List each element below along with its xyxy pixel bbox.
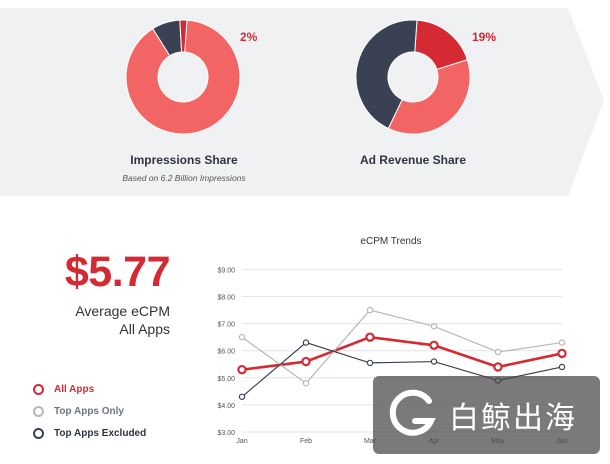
data-point-top-apps-excluded xyxy=(366,359,374,367)
impressions-slice-all-apps xyxy=(125,19,241,135)
data-point-all-apps xyxy=(237,364,247,375)
data-point-top-apps-only xyxy=(558,339,566,346)
legend-label-top-apps-excluded: Top Apps Excluded xyxy=(54,427,147,439)
data-point-top-apps-only xyxy=(302,380,310,387)
ad-revenue-donut-chart xyxy=(355,19,471,135)
all-apps-label: All Apps xyxy=(119,321,170,337)
legend-marker-top-apps-excluded xyxy=(33,427,44,439)
impressions-slice-top-apps-only xyxy=(179,19,188,53)
x-tick-label: Mar xyxy=(364,438,377,445)
data-point-top-apps-excluded xyxy=(558,363,566,371)
legend-label-top-apps-only: Top Apps Only xyxy=(54,405,124,417)
ad-revenue-slice-all-apps xyxy=(387,59,471,135)
data-point-top-apps-only xyxy=(238,333,246,341)
data-point-top-apps-excluded xyxy=(238,393,246,400)
data-point-top-apps-excluded xyxy=(430,358,438,365)
chart-legend: All Apps Top Apps Only Top Apps Excluded xyxy=(33,378,146,444)
y-tick-label: $9.00 xyxy=(217,267,235,274)
data-point-top-apps-only xyxy=(366,306,374,314)
ad-revenue-title: Ad Revenue Share xyxy=(359,153,467,167)
data-point-all-apps xyxy=(493,362,503,372)
legend-item-all-apps: All Apps xyxy=(33,378,146,400)
x-tick-label: Feb xyxy=(300,438,312,445)
y-tick-label: $8.00 xyxy=(217,295,235,302)
data-point-all-apps xyxy=(429,340,439,350)
legend-item-top-apps-only: Top Apps Only xyxy=(33,400,146,422)
data-point-all-apps xyxy=(365,332,375,342)
impressions-subtitle: Based on 6.2 Billion Impressions xyxy=(122,173,246,183)
series-line-top-apps-only xyxy=(241,309,563,385)
impressions-pct-label: 2% xyxy=(240,30,258,44)
watermark-logo-icon xyxy=(389,389,436,436)
watermark-text: 白鲸出海 xyxy=(449,401,577,436)
legend-marker-all-apps xyxy=(33,383,44,395)
impressions-donut-chart xyxy=(125,19,241,135)
data-point-top-apps-only xyxy=(430,323,438,330)
legend-label-all-apps: All Apps xyxy=(54,383,95,395)
x-tick-label: Jan xyxy=(236,438,247,445)
ad-revenue-pct-label: 19% xyxy=(472,30,497,44)
impressions-title: Impressions Share xyxy=(130,153,238,167)
data-point-all-apps xyxy=(557,348,567,359)
series-line-all-apps xyxy=(241,335,563,371)
ad-revenue-slice-top-apps-excluded xyxy=(355,19,418,130)
data-point-top-apps-only xyxy=(494,348,502,356)
average-ecpm-label: Average eCPM xyxy=(75,303,170,319)
data-point-all-apps xyxy=(301,356,311,367)
data-point-top-apps-excluded xyxy=(302,339,310,346)
y-tick-label: $5.00 xyxy=(217,376,235,383)
y-tick-label: $3.00 xyxy=(217,430,235,437)
y-tick-label: $7.00 xyxy=(217,322,235,329)
y-tick-label: $4.00 xyxy=(217,403,235,410)
y-tick-label: $6.00 xyxy=(217,349,235,356)
average-ecpm-value: $5.77 xyxy=(64,248,171,296)
legend-marker-top-apps-only xyxy=(33,405,44,417)
legend-item-top-apps-excluded: Top Apps Excluded xyxy=(33,422,146,444)
chart-title: eCPM Trends xyxy=(360,236,421,247)
watermark: 白鲸出海 xyxy=(373,376,600,454)
